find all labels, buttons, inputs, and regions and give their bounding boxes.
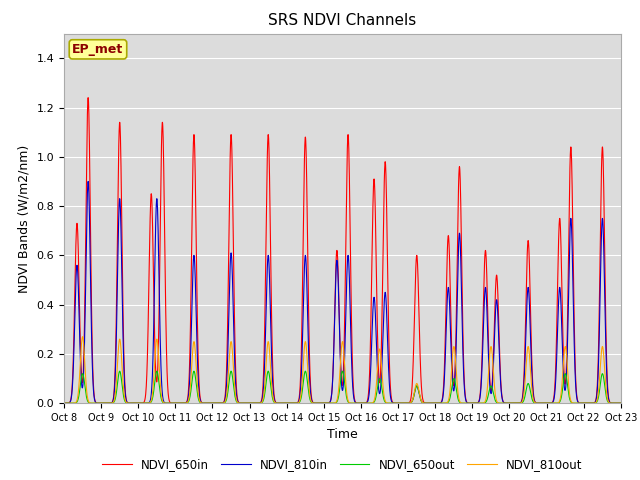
NDVI_650in xyxy=(274,400,282,406)
NDVI_650out xyxy=(60,400,68,406)
NDVI_650out xyxy=(606,400,614,406)
NDVI_650in xyxy=(157,188,164,194)
Text: EP_met: EP_met xyxy=(72,43,124,56)
NDVI_810in xyxy=(60,400,68,406)
Y-axis label: NDVI Bands (W/m2/nm): NDVI Bands (W/m2/nm) xyxy=(18,144,31,292)
Line: NDVI_810in: NDVI_810in xyxy=(64,181,621,403)
NDVI_650in xyxy=(546,400,554,406)
NDVI_650out xyxy=(546,400,554,406)
NDVI_810out xyxy=(274,400,282,406)
NDVI_810out xyxy=(60,400,68,406)
Line: NDVI_650out: NDVI_650out xyxy=(64,371,621,403)
Legend: NDVI_650in, NDVI_810in, NDVI_650out, NDVI_810out: NDVI_650in, NDVI_810in, NDVI_650out, NDV… xyxy=(97,454,588,476)
NDVI_810out xyxy=(546,400,554,406)
NDVI_810in xyxy=(124,400,132,406)
NDVI_650out xyxy=(157,394,164,399)
NDVI_650in xyxy=(60,400,68,406)
NDVI_810in xyxy=(546,400,554,406)
NDVI_810out xyxy=(157,386,164,392)
NDVI_810in xyxy=(606,400,614,406)
NDVI_650in xyxy=(606,399,614,405)
NDVI_650in xyxy=(84,95,92,100)
X-axis label: Time: Time xyxy=(327,429,358,442)
NDVI_650in xyxy=(617,400,625,406)
NDVI_650out xyxy=(116,368,124,374)
NDVI_650out xyxy=(298,391,306,397)
NDVI_650in xyxy=(298,324,306,330)
NDVI_810out xyxy=(79,334,86,339)
NDVI_810in xyxy=(84,179,92,184)
NDVI_650out xyxy=(617,400,625,406)
NDVI_810out xyxy=(298,383,306,388)
NDVI_810out xyxy=(606,400,614,406)
NDVI_810out xyxy=(617,400,625,406)
NDVI_650in xyxy=(124,400,132,406)
NDVI_810in xyxy=(274,400,282,406)
NDVI_810in xyxy=(298,358,306,364)
NDVI_810in xyxy=(617,400,625,406)
NDVI_810in xyxy=(157,356,164,362)
NDVI_650out xyxy=(124,400,132,406)
NDVI_650out xyxy=(274,400,282,406)
Line: NDVI_810out: NDVI_810out xyxy=(64,336,621,403)
Line: NDVI_650in: NDVI_650in xyxy=(64,97,621,403)
Title: SRS NDVI Channels: SRS NDVI Channels xyxy=(268,13,417,28)
NDVI_810out xyxy=(124,400,132,406)
